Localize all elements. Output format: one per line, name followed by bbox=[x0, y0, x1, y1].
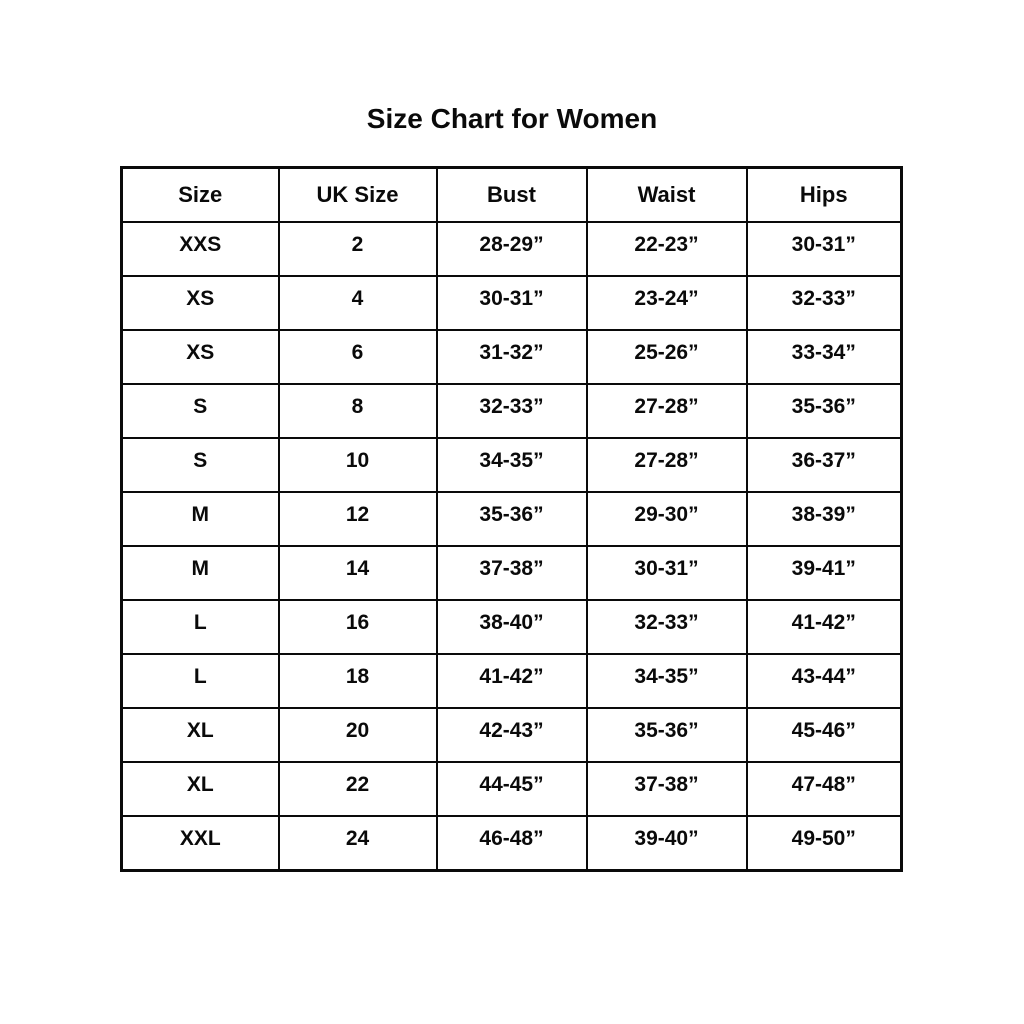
table-header-row: Size UK Size Bust Waist Hips bbox=[120, 166, 903, 223]
cell-hips: 35-36” bbox=[745, 383, 903, 439]
cell-uk-size: 10 bbox=[277, 437, 438, 493]
size-chart-table: Size UK Size Bust Waist Hips XXS 2 28-29” 2… bbox=[120, 166, 903, 872]
cell-bust: 37-38” bbox=[435, 545, 588, 601]
cell-size: XL bbox=[120, 707, 280, 763]
cell-uk-size: 20 bbox=[277, 707, 438, 763]
cell-waist: 35-36” bbox=[585, 707, 748, 763]
table-row: XL 20 42-43” 35-36” 45-46” bbox=[120, 707, 903, 763]
table-row: S 10 34-35” 27-28” 36-37” bbox=[120, 437, 903, 493]
table-row: L 16 38-40” 32-33” 41-42” bbox=[120, 599, 903, 655]
cell-size: M bbox=[120, 545, 280, 601]
cell-hips: 45-46” bbox=[745, 707, 903, 763]
col-header-bust: Bust bbox=[435, 166, 588, 223]
cell-size: L bbox=[120, 599, 280, 655]
cell-uk-size: 8 bbox=[277, 383, 438, 439]
cell-bust: 32-33” bbox=[435, 383, 588, 439]
col-header-uk-size: UK Size bbox=[277, 166, 438, 223]
cell-uk-size: 6 bbox=[277, 329, 438, 385]
table-row: L 18 41-42” 34-35” 43-44” bbox=[120, 653, 903, 709]
cell-size: XXS bbox=[120, 221, 280, 277]
cell-waist: 23-24” bbox=[585, 275, 748, 331]
table-body: XXS 2 28-29” 22-23” 30-31” XS 4 30-31” 23-24” 32-… bbox=[120, 221, 903, 871]
cell-waist: 37-38” bbox=[585, 761, 748, 817]
cell-bust: 46-48” bbox=[435, 815, 588, 871]
cell-hips: 36-37” bbox=[745, 437, 903, 493]
cell-waist: 22-23” bbox=[585, 221, 748, 277]
cell-waist: 32-33” bbox=[585, 599, 748, 655]
cell-waist: 27-28” bbox=[585, 437, 748, 493]
cell-waist: 25-26” bbox=[585, 329, 748, 385]
cell-bust: 34-35” bbox=[435, 437, 588, 493]
cell-uk-size: 2 bbox=[277, 221, 438, 277]
cell-waist: 30-31” bbox=[585, 545, 748, 601]
page-title: Size Chart for Women bbox=[366, 103, 658, 134]
cell-waist: 29-30” bbox=[585, 491, 748, 547]
cell-bust: 28-29” bbox=[435, 221, 588, 277]
cell-bust: 44-45” bbox=[435, 761, 588, 817]
cell-bust: 41-42” bbox=[435, 653, 588, 709]
cell-bust: 35-36” bbox=[435, 491, 588, 547]
col-header-waist: Waist bbox=[585, 166, 748, 223]
cell-waist: 34-35” bbox=[585, 653, 748, 709]
table-row: XS 6 31-32” 25-26” 33-34” bbox=[120, 329, 903, 385]
cell-hips: 41-42” bbox=[745, 599, 903, 655]
cell-hips: 43-44” bbox=[745, 653, 903, 709]
cell-size: XS bbox=[120, 329, 280, 385]
cell-uk-size: 18 bbox=[277, 653, 438, 709]
table-row: XS 4 30-31” 23-24” 32-33” bbox=[120, 275, 903, 331]
cell-size: XXL bbox=[120, 815, 280, 871]
cell-hips: 33-34” bbox=[745, 329, 903, 385]
cell-bust: 42-43” bbox=[435, 707, 588, 763]
cell-hips: 32-33” bbox=[745, 275, 903, 331]
cell-bust: 30-31” bbox=[435, 275, 588, 331]
cell-uk-size: 24 bbox=[277, 815, 438, 871]
cell-hips: 49-50” bbox=[745, 815, 903, 871]
col-header-size: Size bbox=[120, 166, 280, 223]
table-row: XL 22 44-45” 37-38” 47-48” bbox=[120, 761, 903, 817]
cell-hips: 30-31” bbox=[745, 221, 903, 277]
cell-size: XS bbox=[120, 275, 280, 331]
cell-uk-size: 16 bbox=[277, 599, 438, 655]
cell-waist: 39-40” bbox=[585, 815, 748, 871]
cell-size: L bbox=[120, 653, 280, 709]
col-header-hips: Hips bbox=[745, 166, 903, 223]
table-row: M 12 35-36” 29-30” 38-39” bbox=[120, 491, 903, 547]
cell-hips: 38-39” bbox=[745, 491, 903, 547]
cell-hips: 47-48” bbox=[745, 761, 903, 817]
cell-uk-size: 4 bbox=[277, 275, 438, 331]
table-row: S 8 32-33” 27-28” 35-36” bbox=[120, 383, 903, 439]
cell-bust: 38-40” bbox=[435, 599, 588, 655]
cell-size: XL bbox=[120, 761, 280, 817]
table-row: XXL 24 46-48” 39-40” 49-50” bbox=[120, 815, 903, 871]
cell-size: S bbox=[120, 437, 280, 493]
cell-uk-size: 14 bbox=[277, 545, 438, 601]
cell-waist: 27-28” bbox=[585, 383, 748, 439]
cell-uk-size: 22 bbox=[277, 761, 438, 817]
table-row: M 14 37-38” 30-31” 39-41” bbox=[120, 545, 903, 601]
cell-hips: 39-41” bbox=[745, 545, 903, 601]
cell-bust: 31-32” bbox=[435, 329, 588, 385]
table-row: XXS 2 28-29” 22-23” 30-31” bbox=[120, 221, 903, 277]
cell-uk-size: 12 bbox=[277, 491, 438, 547]
cell-size: S bbox=[120, 383, 280, 439]
cell-size: M bbox=[120, 491, 280, 547]
